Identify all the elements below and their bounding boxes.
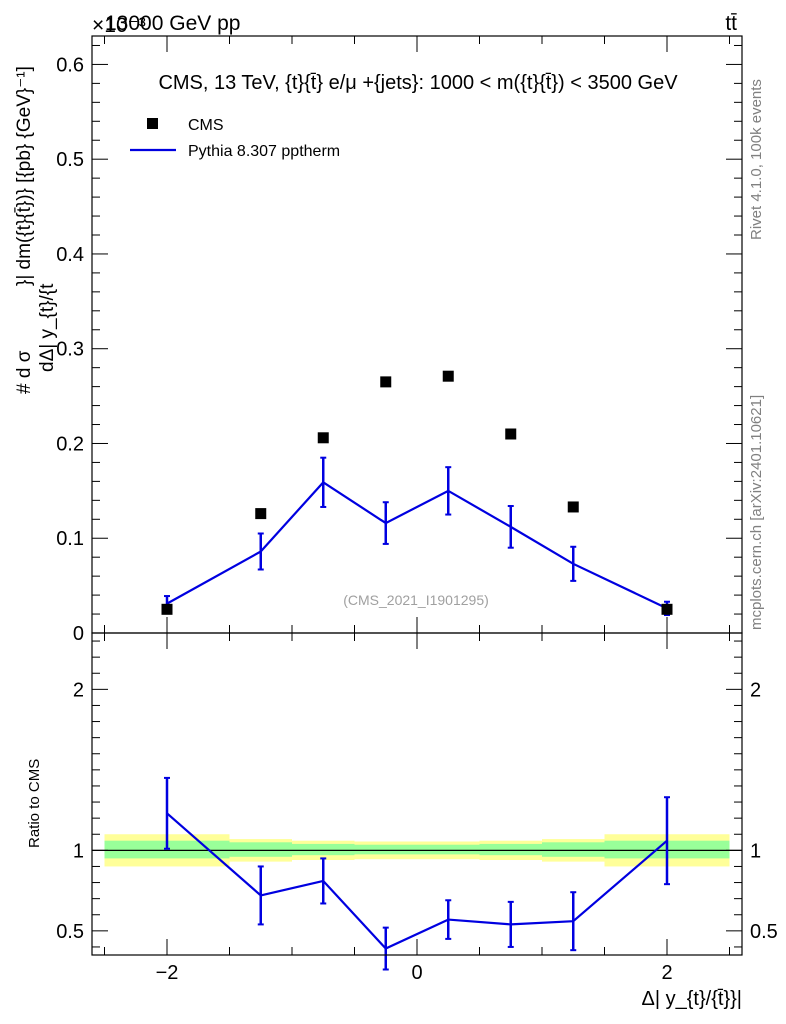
ratio-y-tick-label-right: 2	[750, 679, 761, 701]
ratio-band-inner	[417, 844, 480, 855]
ratio-frame	[91, 632, 743, 956]
cms-data-point	[661, 603, 673, 615]
main-y-tick-label: 0.6	[56, 54, 84, 76]
analysis-watermark: (CMS_2021_I1901295)	[343, 592, 489, 608]
cms-data-point	[505, 428, 517, 440]
x-axis-title: Δ| y_{t}/{t̄}}|	[642, 988, 743, 1010]
ratio-band-inner	[292, 843, 355, 856]
ratio-y-tick-label-right: 1	[750, 840, 761, 862]
ratio-band-inner	[354, 844, 417, 855]
x-tick-label: 0	[411, 962, 422, 984]
mc-prediction-line	[166, 480, 668, 610]
main-y-tick-label: 0.1	[56, 528, 84, 550]
ratio-axis-ticks: 0.5 0.5 1 1 2 2 −2 0 2	[56, 633, 778, 984]
ratio-uncertainty-bands	[92, 834, 742, 867]
main-y-tick-label: 0.2	[56, 433, 84, 455]
header-process: tt̄	[725, 12, 737, 35]
main-panel: 0 0.1 0.2 0.3 0.4 0.5 0.6 CMS, 13 TeV, {t}{t̄}…	[14, 35, 743, 645]
cms-data-point	[161, 603, 173, 615]
main-plot-title: CMS, 13 TeV, {t}{t̄} e/μ +{jets}: 1000 <…	[158, 72, 678, 94]
main-y-tick-label: 0.5	[56, 149, 84, 171]
ratio-y-tick-label: 2	[73, 679, 84, 701]
y-title-bottom: dΔ| y_{t}/{t	[37, 283, 58, 372]
header-energy: 13000 GeV pp	[105, 12, 240, 35]
y-exponent-label: ×10⁻³	[92, 14, 146, 37]
y-title-top: # d σ	[14, 350, 35, 394]
legend-mc-label: Pythia 8.307 pptherm	[188, 143, 340, 160]
legend: CMS Pythia 8.307 pptherm	[130, 117, 340, 160]
ratio-band-inner	[542, 842, 605, 857]
ratio-band-inner	[479, 843, 542, 856]
ratio-panel: 0.5 0.5 1 1 2 2 −2 0 2 Ratio to CMS Δ| y_{t}/{t̄…	[26, 632, 778, 1010]
legend-cms-marker	[147, 118, 158, 129]
ratio-y-tick-label: 1	[73, 840, 84, 862]
mcplots-source-label: mcplots.cern.ch [arXiv:2401.10621]	[748, 395, 765, 630]
ratio-band-inner	[229, 842, 292, 857]
ratio-y-axis-title: Ratio to CMS	[26, 759, 43, 848]
ratio-mc-line	[166, 812, 668, 950]
x-tick-label: −2	[156, 962, 179, 984]
main-y-tick-label: 0.3	[56, 339, 84, 361]
cms-data-point	[567, 501, 579, 513]
ratio-data-layer	[164, 776, 670, 971]
main-axis-ticks: 0 0.1 0.2 0.3 0.4 0.5 0.6	[56, 36, 742, 645]
x-tick-label: 2	[661, 962, 672, 984]
main-y-tick-label: 0.4	[56, 244, 84, 266]
y-title-right: }| dm({t}{t̄})} [{pb} {GeV}⁻¹]	[14, 66, 35, 286]
cms-data-point	[380, 376, 392, 388]
legend-cms-label: CMS	[188, 117, 224, 134]
cms-data-point	[255, 508, 267, 520]
ratio-y-tick-label-right: 0.5	[750, 921, 778, 943]
main-y-tick-label: 0	[73, 623, 84, 645]
main-y-axis-title: # d σ dΔ| y_{t}/{t }| dm({t}{t̄})} [{pb}…	[14, 66, 58, 394]
ratio-y-tick-label: 0.5	[56, 921, 84, 943]
cms-data-point	[442, 370, 454, 382]
main-data-layer	[161, 370, 673, 616]
cms-data-point	[317, 432, 329, 444]
rivet-version-label: Rivet 4.1.0, 100k events	[748, 79, 765, 240]
